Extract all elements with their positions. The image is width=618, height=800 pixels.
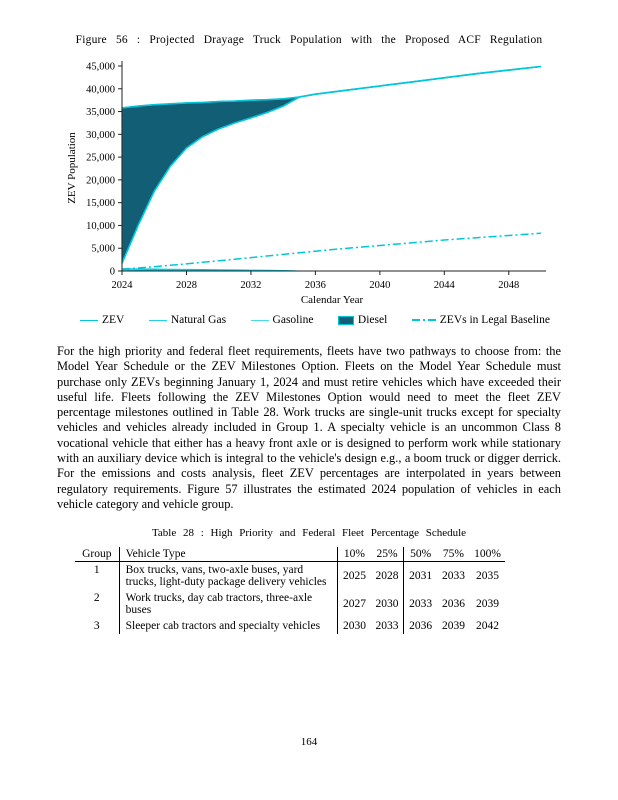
header-100pct: 100% <box>470 547 505 563</box>
legend-item-natural-gas: Natural Gas <box>148 314 227 326</box>
table-header-row: Group Vehicle Type 10% 25% 50% 75% 100% <box>75 547 505 563</box>
x-tick-label: 2044 <box>434 280 456 291</box>
cell-100pct: 2039 <box>476 598 499 611</box>
header-75pct: 75% <box>436 547 470 563</box>
diesel-area-icon <box>337 315 354 325</box>
chart-legend: ZEV Natural Gas Gasoline Diesel ZEVs in … <box>80 314 550 326</box>
cell-10pct: 2027 <box>342 598 366 611</box>
chart-block: ZEV Population Calendar Year 0 5,000 10,00… <box>64 56 554 308</box>
y-axis-label: ZEV Population <box>66 132 78 204</box>
zev-line <box>121 65 542 264</box>
cell-50pct: 2031 <box>409 570 433 583</box>
header-50pct: 50% <box>403 547 437 563</box>
y-tick-label: 40,000 <box>86 84 115 95</box>
legend-item-legal-baseline: ZEVs in Legal Baseline <box>411 314 550 326</box>
y-tick-label: 0 <box>110 267 115 278</box>
cell-75pct: 2039 <box>441 620 465 633</box>
table-row: 1 Box trucks, vans, two-axle buses, yard… <box>75 561 505 591</box>
body-paragraph: For the high priority and federal fleet … <box>57 344 561 511</box>
header-25pct: 25% <box>370 547 405 563</box>
table-row: 3 Sleeper cab tractors and specialty veh… <box>75 618 505 635</box>
x-tick-label: 2024 <box>112 280 134 291</box>
legend-label: Natural Gas <box>170 314 227 326</box>
cell-group: 1 <box>75 561 120 591</box>
cell-50pct: 2033 <box>409 598 433 611</box>
cell-10pct: 2030 <box>342 620 366 633</box>
y-tick-label: 25,000 <box>86 153 115 164</box>
page-number: 164 <box>300 736 318 748</box>
legend-item-zev: ZEV <box>80 314 124 326</box>
x-tick-label: 2032 <box>240 280 261 291</box>
table-caption: Table 28 : High Priority and Federal Fle… <box>151 527 467 540</box>
legend-item-diesel: Diesel <box>337 314 388 326</box>
cell-group: 2 <box>75 590 120 619</box>
figure-caption: Figure 56 : Projected Drayage Truck Popu… <box>75 34 543 46</box>
header-group: Group <box>75 547 120 563</box>
x-axis-label: Calendar Year <box>301 294 364 306</box>
cell-25pct: 2033 <box>370 618 405 635</box>
y-tick-label: 35,000 <box>86 107 115 118</box>
y-tick-label: 5,000 <box>91 244 115 255</box>
y-tick-label: 45,000 <box>86 62 115 73</box>
cell-group: 3 <box>75 618 120 635</box>
cell-50pct: 2036 <box>409 620 433 633</box>
diesel-area <box>121 65 542 264</box>
y-tick-label: 10,000 <box>86 221 115 232</box>
cell-25pct: 2030 <box>370 590 405 619</box>
natural-gas-line-icon <box>148 319 167 321</box>
cell-100pct: 2042 <box>476 620 499 633</box>
header-10pct: 10% <box>337 547 371 563</box>
cell-10pct: 2025 <box>342 570 366 583</box>
population-chart: ZEV Population Calendar Year 0 5,000 10,00… <box>66 61 546 306</box>
x-tick-label: 2036 <box>305 280 326 291</box>
cell-75pct: 2033 <box>441 570 465 583</box>
cell-vehicle-type: Box trucks, vans, two-axle buses, yard t… <box>119 561 339 591</box>
legend-item-gasoline: Gasoline <box>250 314 314 326</box>
cell-100pct: 2035 <box>476 570 499 583</box>
x-tick-label: 2040 <box>369 280 390 291</box>
legend-label: ZEV <box>102 314 125 326</box>
y-tick-label: 20,000 <box>86 175 115 186</box>
legend-label: ZEVs in Legal Baseline <box>439 314 550 326</box>
cell-75pct: 2036 <box>441 598 465 611</box>
header-vehicle-type: Vehicle Type <box>119 547 339 563</box>
total-population-line <box>121 65 542 109</box>
legend-label: Gasoline <box>272 314 314 326</box>
y-tick-label: 30,000 <box>86 130 115 141</box>
cell-vehicle-type: Sleeper cab tractors and specialty vehic… <box>119 618 339 635</box>
cell-25pct: 2028 <box>370 561 405 591</box>
zev-line-icon <box>80 319 98 321</box>
x-tick-label: 2048 <box>498 280 519 291</box>
x-tick-label: 2028 <box>176 280 197 291</box>
legal-baseline-line <box>121 232 542 270</box>
y-tick-label: 15,000 <box>86 198 115 209</box>
table-row: 2 Work trucks, day cab tractors, three-a… <box>75 590 505 619</box>
gasoline-line-icon <box>250 319 269 321</box>
fleet-schedule-table: Group Vehicle Type 10% 25% 50% 75% 100% … <box>75 547 505 635</box>
cell-vehicle-type: Work trucks, day cab tractors, three-axl… <box>119 590 339 619</box>
dashdot-line-icon <box>411 319 436 321</box>
legend-label: Diesel <box>357 314 388 326</box>
